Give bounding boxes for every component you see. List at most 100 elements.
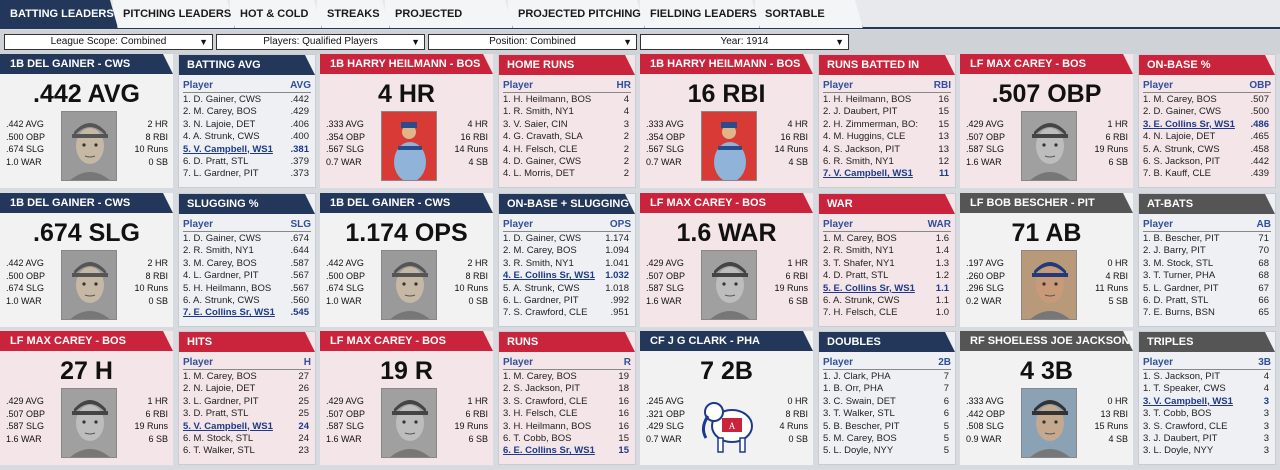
tab-streaks[interactable]: STREAKS [317, 0, 390, 28]
tab-projected-pitching[interactable]: PROJECTED PITCHING [508, 0, 645, 28]
featured-player-card[interactable]: LF MAX CAREY - BOS 1.6 WAR .429 AVG .507 OB… [640, 193, 813, 327]
leader-row[interactable]: 4. L. Morris, DET 2 [503, 168, 631, 180]
leader-row[interactable]: 2. D. Gainer, CWS .500 [1143, 106, 1271, 118]
leader-row[interactable]: 3. T. Cobb, BOS 3 [1143, 408, 1271, 420]
leader-row[interactable]: 4. H. Felsch, CLE 2 [503, 144, 631, 156]
leader-row[interactable]: 7. L. Gardner, PIT .373 [183, 168, 311, 180]
leader-row[interactable]: 6. M. Stock, STL 24 [183, 433, 311, 445]
leader-row[interactable]: 4. D. Pratt, STL 1.2 [823, 270, 951, 282]
leader-row[interactable]: 3. J. Daubert, PIT 3 [1143, 433, 1271, 445]
tab-batting-leaders[interactable]: BATTING LEADERS [0, 0, 118, 28]
player-column-header[interactable]: Player [503, 357, 534, 368]
leader-row[interactable]: 2. J. Barry, PIT 70 [1143, 245, 1271, 257]
leader-row[interactable]: 3. L. Doyle, NYY 3 [1143, 445, 1271, 457]
leader-row[interactable]: 7. E. Burns, BSN 65 [1143, 307, 1271, 319]
featured-player-card[interactable]: 1B HARRY HEILMANN - BOS 16 RBI .333 AVG .35… [640, 54, 813, 188]
leader-row[interactable]: 4. G. Cravath, SLA 2 [503, 131, 631, 143]
leader-row[interactable]: 4. A. Strunk, CWS .400 [183, 131, 311, 143]
leader-row[interactable]: 7. V. Campbell, WS1 11 [823, 168, 951, 180]
featured-player-card[interactable]: LF MAX CAREY - BOS 27 H .429 AVG .507 OBP .5… [0, 331, 173, 465]
leader-row[interactable]: 3. E. Collins Sr, WS1 .486 [1143, 119, 1271, 131]
stat-column-header[interactable]: 2B [938, 357, 951, 368]
leader-row[interactable]: 1. M. Carey, BOS 27 [183, 371, 311, 383]
leader-row[interactable]: 3. H. Heilmann, BOS 16 [503, 421, 631, 433]
leader-row[interactable]: 6. T. Walker, STL 23 [183, 445, 311, 457]
leader-row[interactable]: 4. D. Gainer, CWS 2 [503, 156, 631, 168]
leader-row[interactable]: 3. D. Pratt, STL 25 [183, 408, 311, 420]
leader-row[interactable]: 7. S. Crawford, CLE .951 [503, 307, 631, 319]
leader-row[interactable]: 3. H. Felsch, CLE 16 [503, 408, 631, 420]
leader-row[interactable]: 5. E. Collins Sr, WS1 1.1 [823, 283, 951, 295]
featured-player-card[interactable]: 1B HARRY HEILMANN - BOS 4 HR .333 AVG .354 … [320, 54, 493, 188]
leader-row[interactable]: 3. S. Crawford, CLE 16 [503, 396, 631, 408]
players-dropdown[interactable]: Players: Qualified Players ▼ [216, 34, 425, 50]
stat-column-header[interactable]: OPS [609, 219, 631, 230]
leader-row[interactable]: 1. H. Heilmann, BOS 16 [823, 94, 951, 106]
leader-row[interactable]: 2. R. Smith, NY1 .644 [183, 245, 311, 257]
leader-row[interactable]: 1. J. Clark, PHA 7 [823, 371, 951, 383]
featured-player-card[interactable]: LF MAX CAREY - BOS .507 OBP .429 AVG .507 O… [960, 54, 1133, 188]
leader-row[interactable]: 6. R. Smith, NY1 12 [823, 156, 951, 168]
tab-fielding-leaders[interactable]: FIELDING LEADERS [640, 0, 760, 28]
player-column-header[interactable]: Player [1143, 357, 1174, 368]
leader-row[interactable]: 2. S. Jackson, PIT 18 [503, 383, 631, 395]
leader-row[interactable]: 2. H. Zimmerman, BO: 15 [823, 119, 951, 131]
leader-row[interactable]: 1. H. Heilmann, BOS 4 [503, 94, 631, 106]
leader-row[interactable]: 5. V. Campbell, WS1 24 [183, 421, 311, 433]
leader-row[interactable]: 5. A. Strunk, CWS 1.018 [503, 283, 631, 295]
featured-player-card[interactable]: LF MAX CAREY - BOS 19 R .429 AVG .507 OBP .5… [320, 331, 493, 465]
leader-row[interactable]: 3. L. Gardner, PIT 25 [183, 396, 311, 408]
leader-row[interactable]: 3. N. Lajoie, DET .406 [183, 119, 311, 131]
leader-row[interactable]: 1. T. Speaker, CWS 4 [1143, 383, 1271, 395]
leader-row[interactable]: 3. V. Saier, CIN 3 [503, 119, 631, 131]
leader-row[interactable]: 1. B. Orr, PHA 7 [823, 383, 951, 395]
stat-column-header[interactable]: AVG [290, 80, 311, 91]
player-column-header[interactable]: Player [823, 357, 854, 368]
leader-row[interactable]: 3. S. Crawford, CLE 3 [1143, 421, 1271, 433]
stat-column-header[interactable]: RBI [933, 80, 951, 91]
player-column-header[interactable]: Player [183, 80, 214, 91]
player-column-header[interactable]: Player [823, 80, 854, 91]
leader-row[interactable]: 7. E. Collins Sr, WS1 .545 [183, 307, 311, 319]
leader-row[interactable]: 1. M. Carey, BOS 1.6 [823, 233, 951, 245]
leader-row[interactable]: 4. L. Gardner, PIT .567 [183, 270, 311, 282]
leader-row[interactable]: 1. M. Carey, BOS 19 [503, 371, 631, 383]
player-column-header[interactable]: Player [503, 219, 534, 230]
leader-row[interactable]: 7. B. Kauff, CLE .439 [1143, 168, 1271, 180]
leader-row[interactable]: 5. H. Heilmann, BOS .567 [183, 283, 311, 295]
leader-row[interactable]: 5. A. Strunk, CWS .458 [1143, 144, 1271, 156]
leader-row[interactable]: 3. T. Walker, STL 6 [823, 408, 951, 420]
leader-row[interactable]: 6. D. Pratt, STL .379 [183, 156, 311, 168]
leader-row[interactable]: 6. D. Pratt, STL 66 [1143, 295, 1271, 307]
stat-column-header[interactable]: H [303, 357, 311, 368]
leader-row[interactable]: 5. L. Doyle, NYY 5 [823, 445, 951, 457]
featured-player-card[interactable]: RF SHOELESS JOE JACKSON - PIT 4 3B .333 AV… [960, 331, 1133, 465]
player-column-header[interactable]: Player [183, 357, 214, 368]
leader-row[interactable]: 1. D. Gainer, CWS .442 [183, 94, 311, 106]
leader-row[interactable]: 2. M. Carey, BOS .429 [183, 106, 311, 118]
player-column-header[interactable]: Player [823, 219, 854, 230]
player-column-header[interactable]: Player [503, 80, 534, 91]
tab-sortable-stats[interactable]: SORTABLE STATS [755, 0, 863, 28]
leader-row[interactable]: 6. T. Cobb, BOS 15 [503, 433, 631, 445]
featured-player-card[interactable]: 1B DEL GAINER - CWS .674 SLG .442 AVG .500 … [0, 193, 173, 327]
leader-row[interactable]: 3. R. Smith, NY1 1.041 [503, 258, 631, 270]
leader-row[interactable]: 4. M. Huggins, CLE 13 [823, 131, 951, 143]
tab-projected-batting[interactable]: PROJECTED BATTING [385, 0, 513, 28]
tab-pitching-leaders[interactable]: PITCHING LEADERS [113, 0, 235, 28]
leader-row[interactable]: 4. S. Jackson, PIT 13 [823, 144, 951, 156]
leader-row[interactable]: 3. C. Swain, DET 6 [823, 396, 951, 408]
leader-row[interactable]: 5. B. Bescher, PIT 5 [823, 421, 951, 433]
leader-row[interactable]: 2. R. Smith, NY1 1.4 [823, 245, 951, 257]
stat-column-header[interactable]: WAR [927, 219, 951, 230]
featured-player-card[interactable]: LF BOB BESCHER - PIT 71 AB .197 AVG .260 OB… [960, 193, 1133, 327]
league-scope-dropdown[interactable]: League Scope: Combined ▼ [4, 34, 213, 50]
stat-column-header[interactable]: HR [616, 80, 631, 91]
leader-row[interactable]: 6. L. Gardner, PIT .992 [503, 295, 631, 307]
stat-column-header[interactable]: AB [1256, 219, 1271, 230]
leader-row[interactable]: 4. N. Lajoie, DET .465 [1143, 131, 1271, 143]
leader-row[interactable]: 3. M. Stock, STL 68 [1143, 258, 1271, 270]
position-dropdown[interactable]: Position: Combined ▼ [428, 34, 637, 50]
leader-row[interactable]: 1. S. Jackson, PIT 4 [1143, 371, 1271, 383]
leader-row[interactable]: 3. V. Campbell, WS1 3 [1143, 396, 1271, 408]
